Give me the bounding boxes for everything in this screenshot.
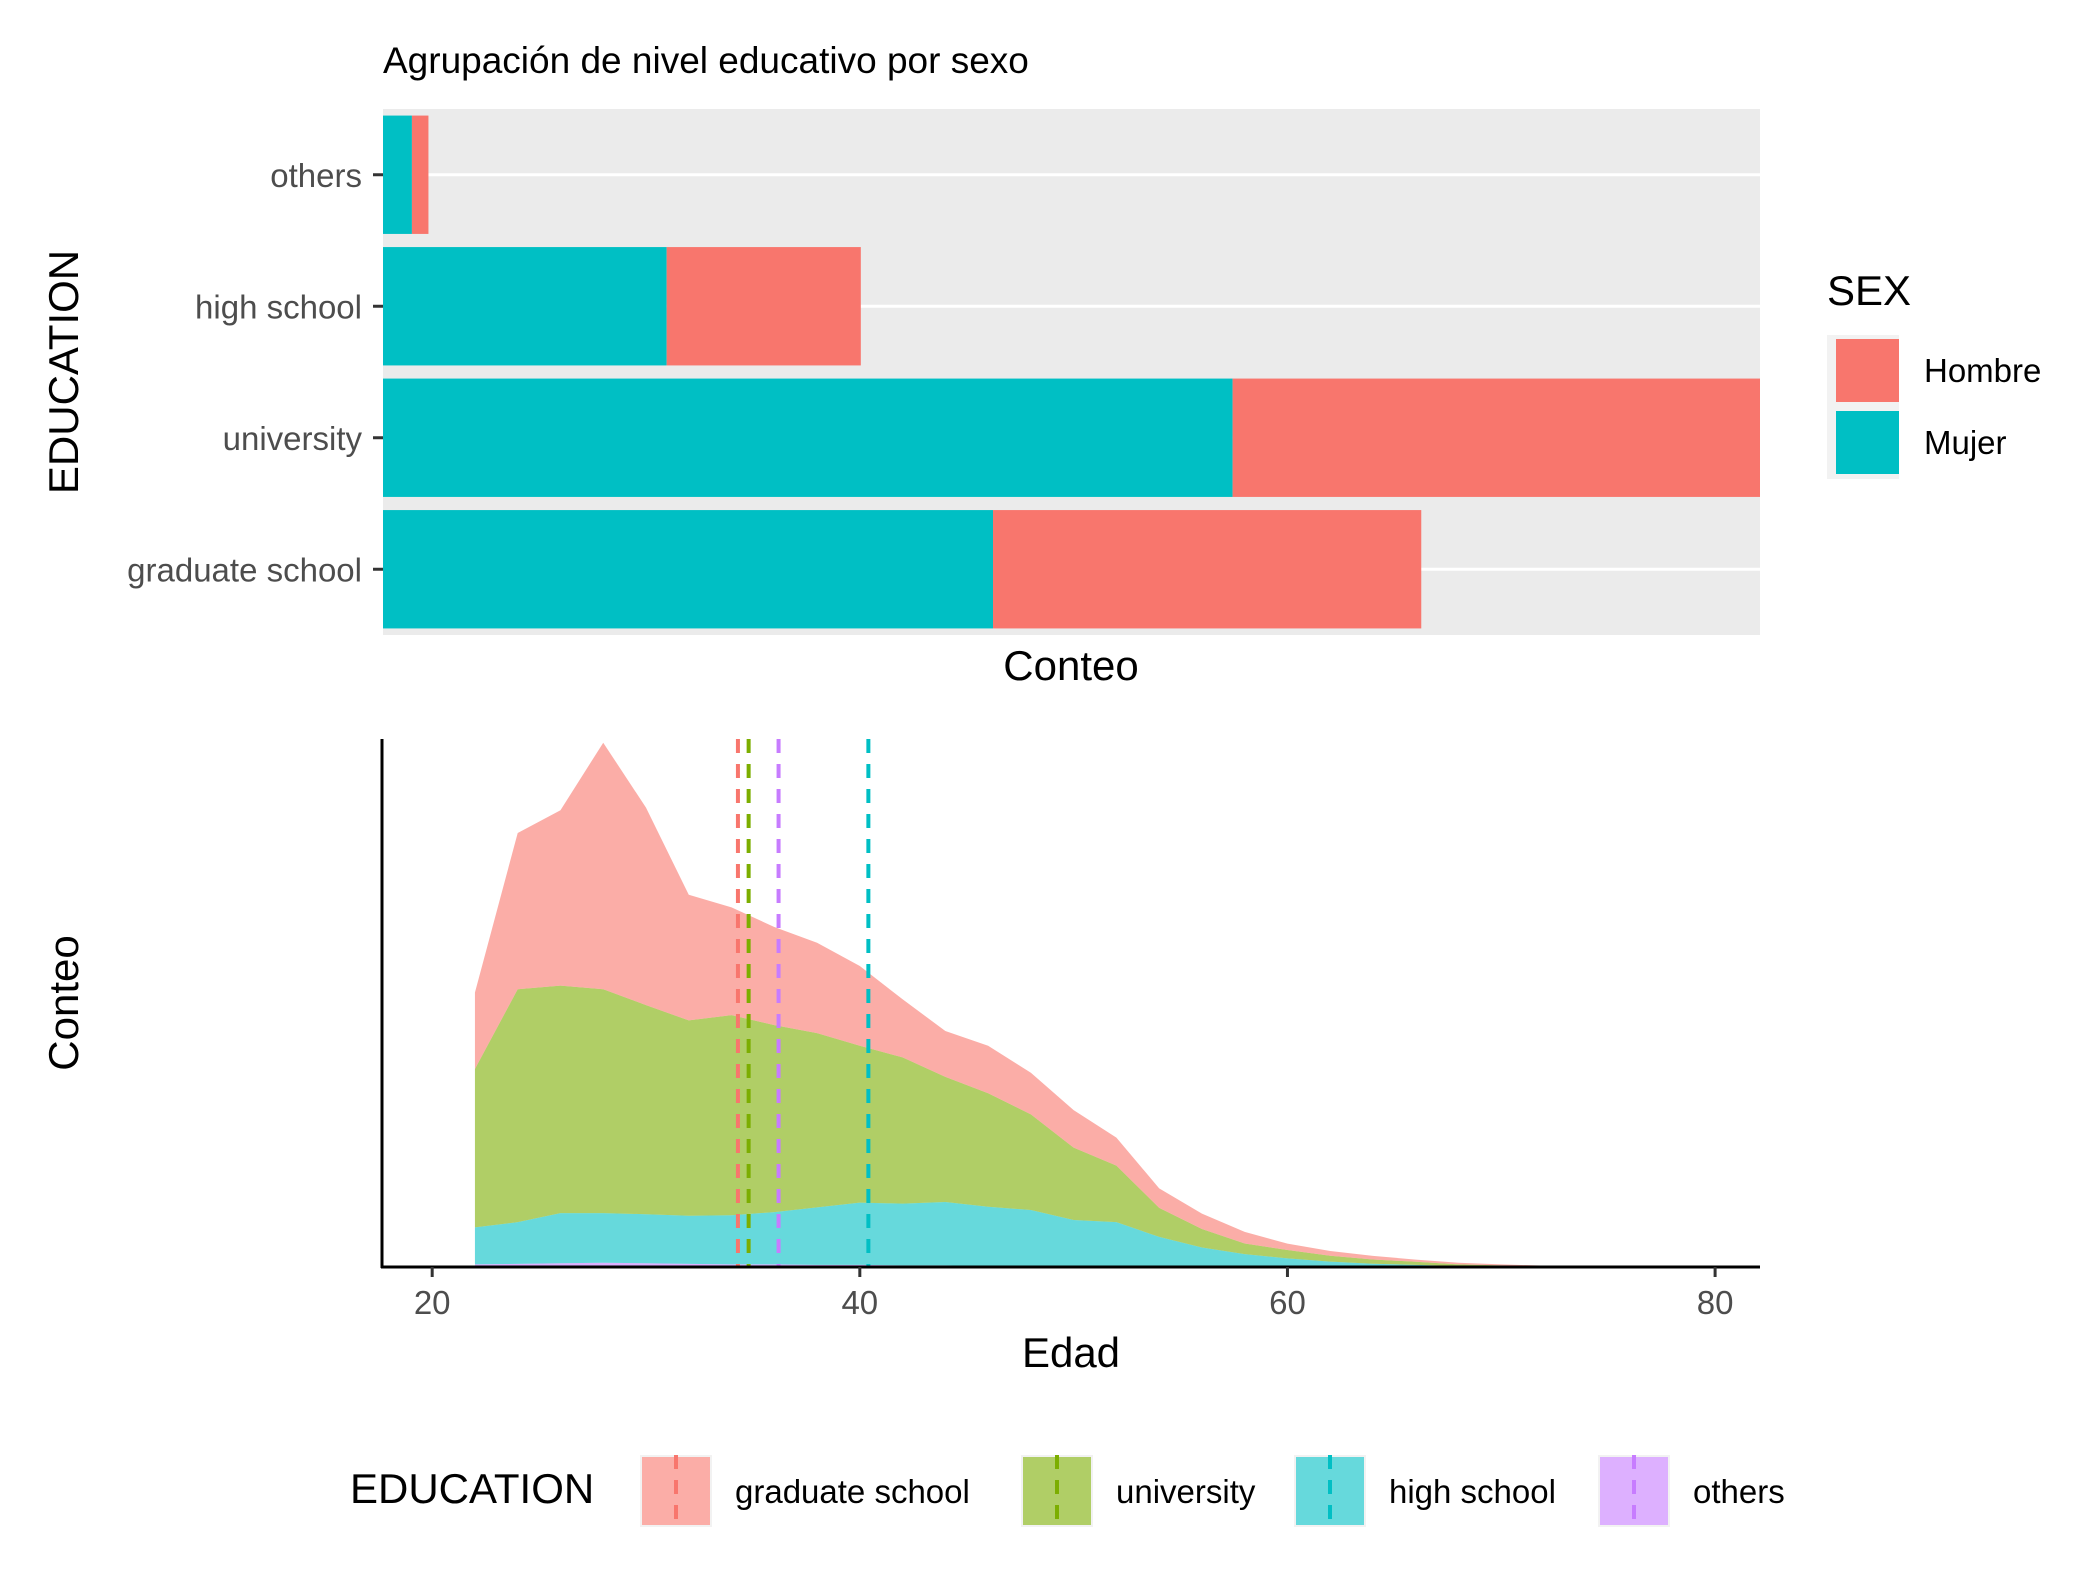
- area-y-axis-label: Conteo: [40, 935, 87, 1070]
- education-legend-title: EDUCATION: [350, 1465, 594, 1512]
- bar-y-tick-label-others: others: [270, 157, 362, 194]
- area-x-tick-label-20: 20: [414, 1284, 451, 1321]
- sex-legend-label-hombre: Hombre: [1924, 352, 2041, 389]
- mean-lines: [735, 739, 871, 1267]
- area-university: [474, 985, 1716, 1267]
- bar-x-axis-label: Conteo: [1003, 642, 1138, 689]
- edu-legend-label-others: others: [1693, 1473, 1785, 1510]
- chart-title: Agrupación de nivel educativo por sexo: [383, 40, 1029, 81]
- sex-legend-swatch-hombre: [1836, 339, 1899, 402]
- area-marks: [474, 742, 1716, 1267]
- bar-y-tick-label-graduate-school: graduate school: [127, 551, 362, 588]
- education-legend: graduate school university high school othe…: [640, 1455, 1785, 1527]
- area-x-tick-label-60: 60: [1269, 1284, 1306, 1321]
- bar-others-mujer: [383, 115, 412, 234]
- bar-high-school-mujer: [383, 247, 667, 366]
- bar-university-hombre: [1232, 378, 1760, 497]
- sex-legend-label-mujer: Mujer: [1924, 424, 2007, 461]
- area-graduate-school: [474, 742, 1716, 1267]
- bar-marks: [383, 115, 1760, 629]
- bar-y-tick-label-university: university: [223, 420, 363, 457]
- sex-legend-swatch-mujer: [1836, 411, 1899, 474]
- area-x-ticks: 20 40 60 80: [414, 1267, 1734, 1321]
- area-x-tick-label-40: 40: [841, 1284, 878, 1321]
- bar-university-mujer: [383, 378, 1233, 497]
- bar-y-axis-label: EDUCATION: [40, 250, 87, 494]
- bar-high-school-hombre: [666, 247, 861, 366]
- sex-legend: Hombre Mujer: [1827, 335, 2041, 479]
- sex-legend-title: SEX: [1827, 267, 1911, 314]
- edu-legend-label-university: university: [1116, 1473, 1256, 1510]
- edu-legend-label-high-school: high school: [1389, 1473, 1556, 1510]
- area-high-school: [474, 1202, 1716, 1267]
- bar-y-ticks: others high school university graduate scho…: [127, 157, 383, 588]
- area-x-tick-label-80: 80: [1697, 1284, 1734, 1321]
- bar-y-tick-label-high-school: high school: [195, 288, 362, 325]
- area-x-axis-label: Edad: [1022, 1329, 1120, 1376]
- bar-others-hombre: [411, 115, 429, 234]
- edu-legend-label-graduate-school: graduate school: [735, 1473, 970, 1510]
- bar-graduate-school-hombre: [993, 510, 1422, 629]
- bar-graduate-school-mujer: [383, 510, 994, 629]
